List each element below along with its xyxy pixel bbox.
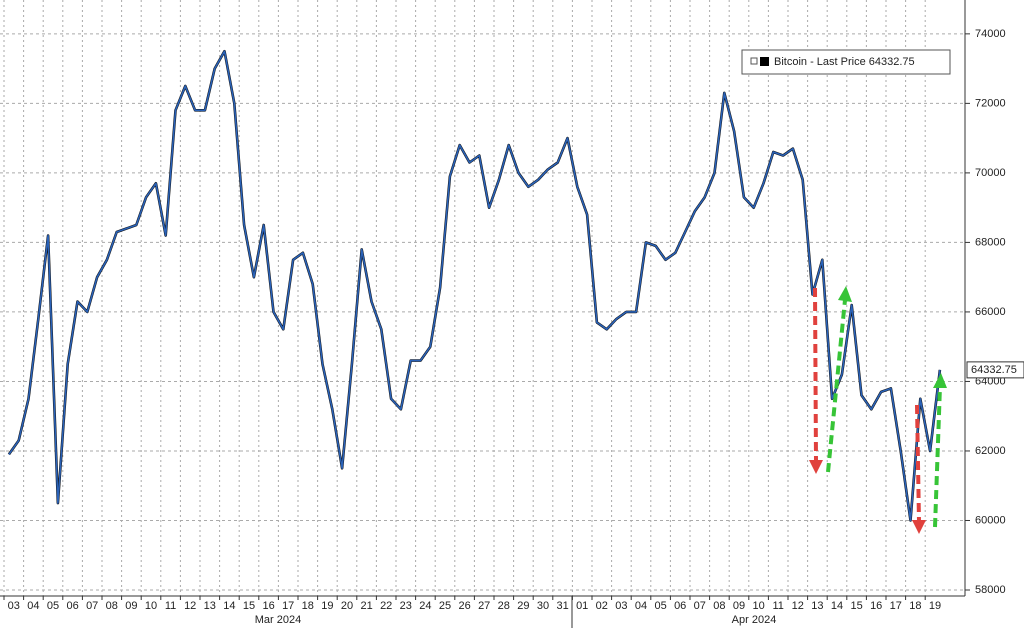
- x-tick-label: 17: [282, 600, 294, 612]
- legend-swatch: [760, 57, 769, 66]
- x-tick-label: 14: [223, 600, 235, 612]
- x-tick-label: 17: [890, 600, 902, 612]
- x-tick-label: 04: [27, 600, 39, 612]
- x-tick-label: 24: [419, 600, 431, 612]
- plot: [7, 49, 942, 522]
- grid: [0, 0, 965, 596]
- x-tick-label: 19: [321, 600, 333, 612]
- arrow-head: [912, 520, 926, 534]
- down-arrow: [813, 287, 818, 463]
- x-tick-label: 07: [86, 600, 98, 612]
- x-tick-label: 12: [184, 600, 196, 612]
- x-tick-label: 06: [674, 600, 686, 612]
- x-tick-label: 05: [654, 600, 666, 612]
- x-tick-label: 15: [850, 600, 862, 612]
- y-tick-label: 58000: [975, 584, 1006, 596]
- x-tick-label: 13: [811, 600, 823, 612]
- up-arrow: [826, 299, 847, 473]
- x-tick-label: 07: [694, 600, 706, 612]
- last-price-label: 64332.75: [971, 364, 1017, 376]
- y-tick-label: 66000: [975, 306, 1006, 318]
- x-tick-label: 11: [165, 600, 176, 612]
- y-tick-label: 60000: [975, 514, 1006, 526]
- x-tick-label: 04: [635, 600, 647, 612]
- x-tick-label: 03: [8, 600, 20, 612]
- x-tick-label: 10: [752, 600, 764, 612]
- y-tick-label: 72000: [975, 97, 1006, 109]
- last-price-tag: [966, 361, 1024, 379]
- x-tick-label: 13: [204, 600, 216, 612]
- x-tick-label: 20: [341, 600, 353, 612]
- x-tick-label: 29: [517, 600, 529, 612]
- x-tick-label: 21: [360, 600, 372, 612]
- x-tick-label: 08: [713, 600, 725, 612]
- x-tick-label: 02: [596, 600, 608, 612]
- x-tick-label: 01: [576, 600, 588, 612]
- legend-toggle: [750, 57, 758, 65]
- arrows: [809, 286, 947, 534]
- x-tick-label: 09: [733, 600, 745, 612]
- y-tick-label: 62000: [975, 445, 1006, 457]
- x-tick-label: 23: [400, 600, 412, 612]
- legend: Bitcoin - Last Price 64332.75: [741, 49, 951, 75]
- month-label: Mar 2024: [255, 614, 301, 626]
- down-arrow: [915, 404, 921, 523]
- x-tick-label: 10: [145, 600, 157, 612]
- x-tick-label: 03: [615, 600, 627, 612]
- y-tick-label: 74000: [975, 28, 1006, 40]
- x-tick-label: 16: [262, 600, 274, 612]
- x-tick-label: 05: [47, 600, 59, 612]
- legend-name: Bitcoin - Last Price: [774, 56, 866, 68]
- x-tick-label: 19: [929, 600, 941, 612]
- x-tick-label: 11: [772, 600, 783, 612]
- legend-label: Bitcoin - Last Price 64332.75: [774, 56, 915, 68]
- x-tick-label: 15: [243, 600, 255, 612]
- legend-value: 64332.75: [869, 56, 915, 68]
- up-arrow: [933, 385, 942, 528]
- x-tick-label: 31: [556, 600, 568, 612]
- arrow-head: [933, 373, 947, 388]
- arrow-head: [809, 460, 823, 474]
- x-tick-label: 08: [106, 600, 118, 612]
- x-tick-label: 26: [458, 600, 470, 612]
- x-tick-label: 22: [380, 600, 392, 612]
- y-tick-label: 68000: [975, 236, 1006, 248]
- x-tick-label: 14: [831, 600, 843, 612]
- price-line: [8, 50, 941, 522]
- x-tick-label: 27: [478, 600, 490, 612]
- x-tick-label: 18: [302, 600, 314, 612]
- x-tick-label: 06: [66, 600, 78, 612]
- x-tick-label: 18: [909, 600, 921, 612]
- legend-box: [741, 49, 951, 75]
- x-tick-label: 09: [125, 600, 137, 612]
- x-tick-label: 12: [792, 600, 804, 612]
- x-tick-label: 16: [870, 600, 882, 612]
- x-tick-label: 25: [439, 600, 451, 612]
- x-tick-label: 28: [498, 600, 510, 612]
- y-tick-label: 70000: [975, 167, 1006, 179]
- month-label: Apr 2024: [732, 614, 777, 626]
- x-tick-label: 30: [537, 600, 549, 612]
- arrow-head: [838, 286, 852, 302]
